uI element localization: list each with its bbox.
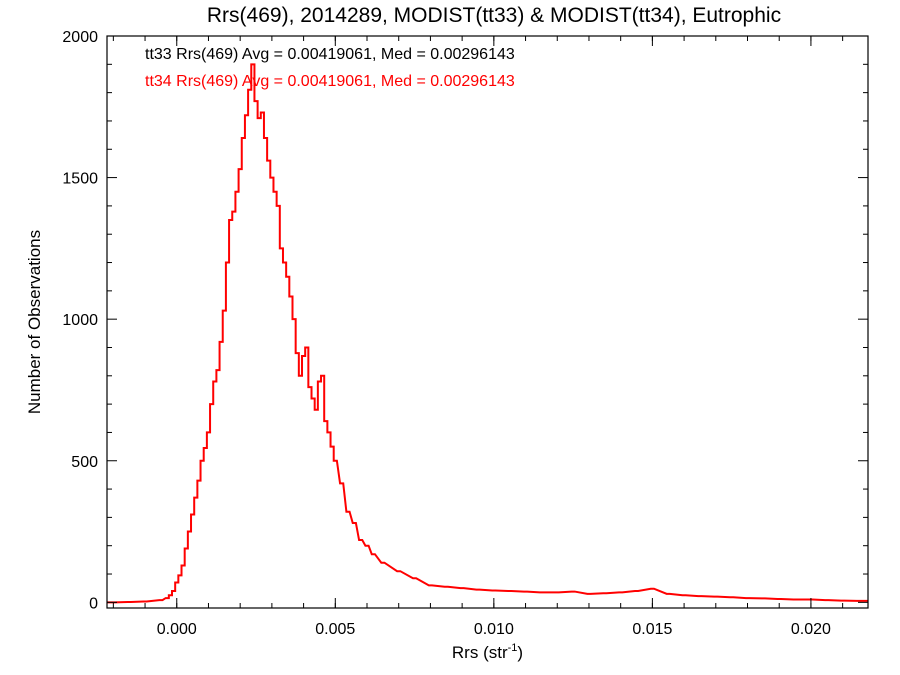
y-tick-label: 2000 bbox=[62, 29, 98, 46]
plot-frame bbox=[106, 35, 869, 609]
stats-annotation: tt34 Rrs(469) Avg = 0.00419061, Med = 0.… bbox=[145, 73, 515, 90]
stats-annotations: tt33 Rrs(469) Avg = 0.00419061, Med = 0.… bbox=[145, 46, 515, 90]
y-tick-label: 1000 bbox=[62, 312, 98, 329]
y-axis: 0 500 1000 1500 2000 bbox=[62, 29, 868, 612]
x-tick-label: 0.020 bbox=[791, 621, 831, 638]
plot-area bbox=[107, 63, 868, 604]
y-tick-label: 1500 bbox=[62, 171, 98, 188]
y-axis-label: Number of Observations bbox=[25, 230, 44, 414]
x-axis: 0.000 0.005 0.010 0.015 0.020 bbox=[112, 36, 844, 638]
x-tick-label: 0.015 bbox=[632, 621, 672, 638]
x-axis-label: Rrs (str-1) bbox=[452, 642, 523, 662]
histogram-series-line bbox=[107, 63, 868, 604]
stats-annotation: tt33 Rrs(469) Avg = 0.00419061, Med = 0.… bbox=[145, 46, 515, 63]
y-tick-label: 0 bbox=[89, 595, 98, 612]
x-tick-label: 0.005 bbox=[315, 621, 355, 638]
chart-title: Rrs(469), 2014289, MODIST(tt33) & MODIST… bbox=[207, 4, 781, 27]
x-tick-label: 0.000 bbox=[157, 621, 197, 638]
x-tick-label: 0.010 bbox=[474, 621, 514, 638]
y-tick-label: 500 bbox=[71, 454, 98, 471]
